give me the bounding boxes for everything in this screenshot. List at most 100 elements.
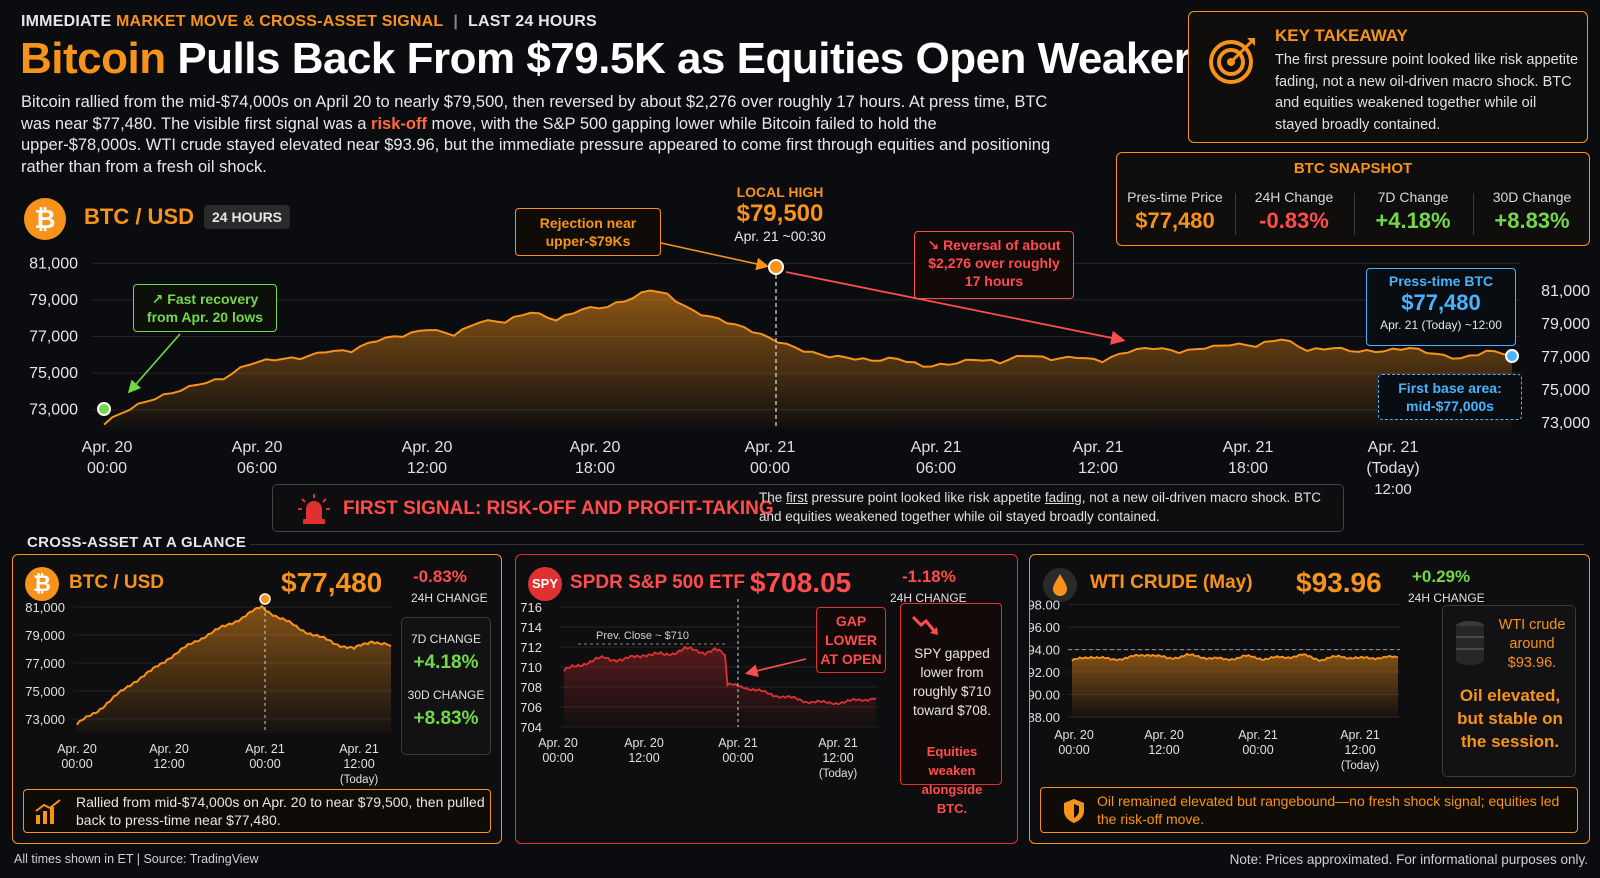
snapshot-value: +4.18%	[1375, 208, 1451, 233]
y-tick-label: 77,000	[25, 656, 65, 671]
intro-paragraph: Bitcoin rallied from the mid-$74,000s on…	[21, 92, 1061, 178]
y-tick-label: 73,000	[25, 712, 65, 727]
siren-icon	[298, 494, 330, 524]
x-tick-label: Apr. 20	[57, 742, 97, 756]
oil-note-text: WTI crude around $93.96.	[1498, 617, 1566, 671]
trend-up-icon: ↗	[151, 291, 168, 307]
x-tick-label: Apr. 20	[402, 439, 453, 456]
x-tick-label: 00:00	[87, 460, 127, 477]
callout-line: First base area:	[1398, 380, 1502, 396]
signal-title: FIRST SIGNAL: RISK-OFF AND PROFIT-TAKING	[343, 498, 774, 519]
x-tick-label: Apr. 20	[1144, 728, 1184, 742]
callout-line: Fast recovery	[167, 291, 259, 307]
signal-text-part: pressure point looked like risk appetite	[807, 490, 1045, 505]
key-takeaway-box: KEY TAKEAWAY The first pressure point lo…	[1188, 11, 1588, 143]
y-tick-label: 81,000	[1541, 283, 1590, 300]
bitcoin-logo-icon: ₿	[24, 198, 66, 240]
divider	[250, 544, 1584, 545]
oil-mini-area	[1072, 653, 1398, 717]
x-tick-label: 00:00	[61, 757, 92, 771]
x-tick-label: (Today)	[1366, 460, 1419, 477]
change-label: 30D CHANGE	[407, 688, 485, 702]
y-axis: 81,000 79,000 77,000 75,000 73,000	[25, 600, 65, 727]
takeaway-text: The first pressure point looked like ris…	[1275, 52, 1579, 133]
x-tick-label: Apr. 20	[570, 439, 621, 456]
source-note: All times shown in ET | Source: TradingV…	[14, 852, 259, 866]
y-tick-label: 716	[520, 600, 542, 615]
y-tick-label: 75,000	[1541, 382, 1590, 399]
snapshot-value: $77,480	[1135, 208, 1215, 233]
spy-mini-line	[563, 645, 877, 706]
x-tick-label: 12:00	[343, 757, 374, 771]
change-value: +8.83%	[413, 708, 479, 729]
snapshot-label: 24H Change	[1254, 189, 1334, 205]
spy-badge: SPY	[528, 567, 562, 601]
change-value: +4.18%	[413, 652, 479, 673]
panel-change-label: 24H CHANGE	[1408, 591, 1485, 605]
btc-area-fill	[104, 290, 1512, 428]
x-tick-label: (Today)	[1341, 760, 1380, 772]
snapshot-value: -0.83%	[1259, 208, 1329, 233]
y-tick-label: 77,000	[29, 329, 78, 346]
x-tick-label: Apr. 20	[82, 439, 133, 456]
oil-note-box: WTI crude around $93.96. Oil elevated, b…	[1442, 605, 1576, 777]
oil-barrel-icon	[1456, 621, 1484, 665]
base-area-callout: First base area: mid-$77,000s	[1378, 374, 1522, 420]
x-tick-label: 12:00	[1078, 460, 1118, 477]
gap-arrow	[744, 658, 807, 677]
kicker-highlight: MARKET MOVE & CROSS-ASSET SIGNAL	[116, 13, 444, 30]
y-tick-label: 73,000	[1541, 415, 1590, 432]
snapshot-label: 7D Change	[1377, 189, 1449, 205]
y-tick-label: 92.00	[1030, 665, 1060, 680]
target-icon	[1209, 38, 1255, 84]
snapshot-label: Pres-time Price	[1127, 189, 1223, 205]
local-high-label: LOCAL HIGH $79,500 Apr. 21 ~00:30	[720, 184, 840, 244]
x-tick-label: 00:00	[249, 757, 280, 771]
intro-highlight: risk-off	[371, 114, 427, 133]
panel-change-label: 24H CHANGE	[890, 591, 967, 605]
x-tick-label: Apr. 20	[232, 439, 283, 456]
shield-icon	[1064, 799, 1084, 823]
timeframe-button[interactable]: 24 HOURS	[204, 205, 291, 229]
first-signal-banner: FIRST SIGNAL: RISK-OFF AND PROFIT-TAKING…	[272, 484, 1344, 532]
snapshot-value: +8.83%	[1494, 208, 1570, 233]
pair-label: BTC / USD	[84, 204, 194, 229]
callout-line: $2,276 over roughly	[928, 255, 1060, 271]
x-axis: Apr. 20 00:00 Apr. 20 06:00 Apr. 20 12:00 Apr.…	[82, 439, 1420, 498]
intro-text-end: move, with the S&P 500 gapping lower whi…	[21, 114, 1051, 176]
spy-note-text: SPY gapped lower from roughly $710 towar…	[912, 646, 992, 718]
callout-line: 17 hours	[964, 273, 1024, 289]
y-tick-label: 81,000	[29, 255, 78, 272]
y-tick-label: 79,000	[29, 292, 78, 309]
local-high-title: LOCAL HIGH	[736, 184, 824, 200]
btc-snapshot: BTC SNAPSHOT Pres-time Price $77,480 24H…	[1116, 152, 1590, 246]
callout-line: Rejection near	[539, 215, 637, 231]
x-tick-label: 12:00	[1148, 743, 1179, 757]
kicker-timeframe: LAST 24 HOURS	[468, 13, 597, 30]
takeaway-title: KEY TAKEAWAY	[1275, 26, 1408, 45]
x-tick-label: Apr. 21	[1223, 439, 1274, 456]
btc-mini-area	[77, 606, 391, 733]
snapshot-title: BTC SNAPSHOT	[1293, 160, 1413, 177]
local-high-value: $79,500	[736, 200, 824, 227]
recovery-arrow	[127, 333, 181, 394]
oil-panel: WTI CRUDE (May) $93.96 +0.29% 24H CHANGE…	[1029, 554, 1590, 844]
y-tick-label: 79,000	[25, 628, 65, 643]
trend-down-icon	[911, 615, 938, 635]
callout-line: from Apr. 20 lows	[146, 309, 264, 325]
x-tick-label: 12:00	[822, 751, 853, 765]
oil-footer-note: Oil remained elevated but rangebound—no …	[1040, 787, 1578, 833]
y-tick-label: 73,000	[29, 402, 78, 419]
x-tick-label: Apr. 21	[745, 439, 796, 456]
y-axis-left: 81,000 79,000 77,000 75,000 73,000	[29, 255, 78, 418]
oil-drop-icon	[1043, 568, 1077, 602]
y-tick-label: 98.00	[1030, 598, 1060, 613]
snapshot-30d: 30D Change +8.83%	[1474, 189, 1590, 234]
oil-note-emphasis: Oil elevated, but stable on the session.	[1457, 686, 1563, 751]
callout-line: GAP	[835, 613, 867, 629]
signal-text-part: The	[759, 490, 787, 505]
callout-line: Press-time BTC	[1388, 273, 1494, 289]
section-title: CROSS-ASSET AT A GLANCE	[27, 534, 247, 551]
